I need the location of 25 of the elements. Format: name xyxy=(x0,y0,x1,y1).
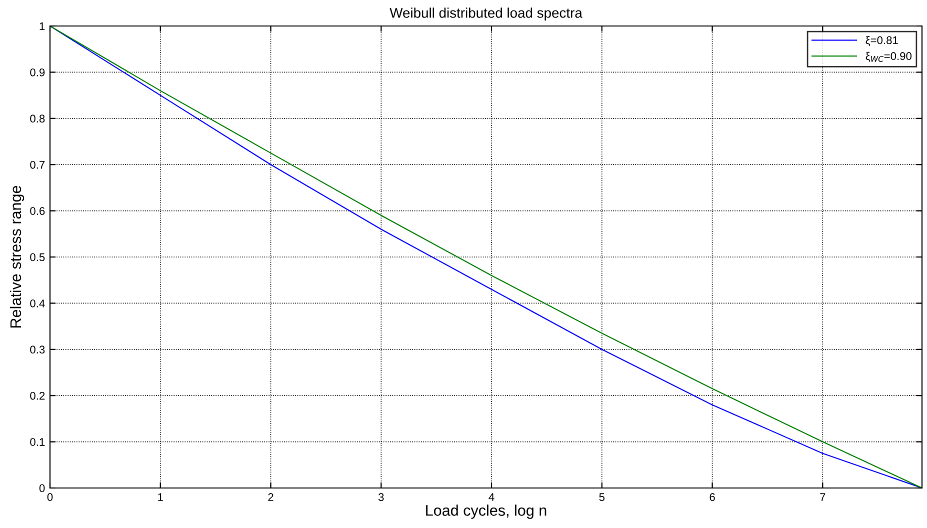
x-tick-label: 2 xyxy=(268,493,274,501)
x-tick-label: 1 xyxy=(158,493,163,501)
chart-title: Weibull distributed load spectra xyxy=(390,8,582,21)
y-tick-label: 0.7 xyxy=(30,160,45,169)
y-tick-label: 0.3 xyxy=(30,346,45,354)
x-axis-title: Load cycles, log n xyxy=(426,504,546,519)
x-tick-label: 6 xyxy=(710,493,715,502)
y-tick-label: 0.8 xyxy=(30,114,45,123)
legend-label: ξ=0.81 xyxy=(866,36,898,46)
y-tick-label: 0.6 xyxy=(30,207,45,215)
x-tick-label: 4 xyxy=(488,493,494,501)
line-series xyxy=(50,26,922,488)
x-tick-label: 7 xyxy=(820,493,826,501)
x-tick-label: 3 xyxy=(378,493,384,502)
y-tick-label: 0.2 xyxy=(30,392,45,400)
y-tick-label: 0 xyxy=(39,484,45,492)
y-tick-label: 0.5 xyxy=(30,253,45,262)
y-tick-label: 1 xyxy=(40,22,45,30)
y-axis-title: Relative stress range xyxy=(10,186,24,328)
x-tick-label: 0 xyxy=(47,493,53,502)
y-tick-label: 0.4 xyxy=(30,299,45,308)
legend-label: ξ$_{WC}$=0.90 xyxy=(866,52,912,62)
x-tick-label: 5 xyxy=(599,493,605,502)
y-tick-label: 0.1 xyxy=(30,438,45,446)
y-tick-label: 0.9 xyxy=(30,68,45,76)
